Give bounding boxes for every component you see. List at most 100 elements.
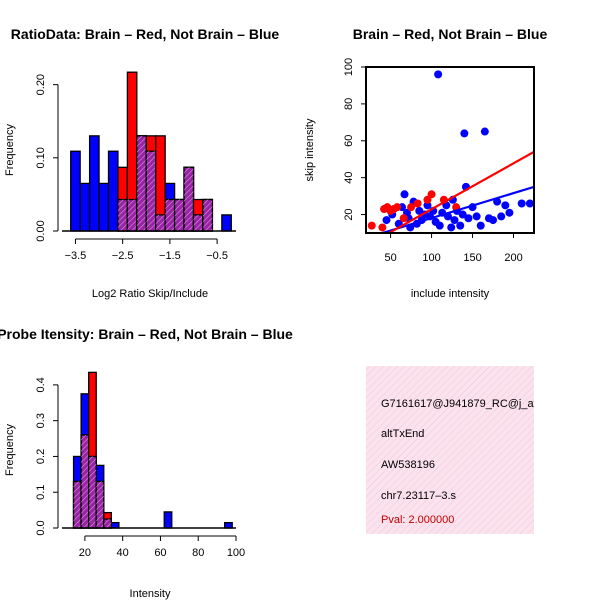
y-tick-label: 80 [343,98,355,110]
bar-overlap-hatch [146,151,156,231]
chart-title: Probe Itensity: Brain – Red, Not Brain –… [0,326,293,342]
point-not-brain [456,221,465,230]
point-not-brain [501,201,510,210]
bar-not-brain [163,511,173,529]
bar-overlap-hatch [117,199,128,231]
point-brain [378,223,387,232]
point-brain [407,203,416,212]
y-tick-label: 0.10 [35,147,47,168]
chart-title: Brain – Red, Not Brain – Blue [353,26,548,42]
y-tick-label: 0.3 [35,413,47,428]
x-tick-label: −3.5 [65,250,87,262]
x-tick-label: 20 [79,547,91,559]
bar-not-brain [224,521,233,529]
y-tick-label: 60 [343,135,355,147]
point-not-brain [472,212,481,221]
bar-overlap-hatch [174,199,185,231]
point-not-brain [464,214,473,223]
bar-not-brain [221,214,232,232]
x-tick-label: 80 [192,547,204,559]
point-brain [427,190,436,199]
axes: 0.00 0.10 0.20 −3.5 −2.5 −1.5 −0.5 [35,74,228,262]
bar-overlap-hatch [73,481,82,528]
x-tick-label: −1.5 [159,250,181,262]
point-not-brain [489,216,498,225]
point-not-brain [450,216,459,225]
bar-not-brain [107,150,119,232]
bar-overlap-hatch [88,456,97,528]
y-axis-label: skip intensity [304,118,316,181]
y-tick-label: 100 [343,58,355,76]
point-not-brain [382,216,391,225]
point-not-brain [458,210,467,219]
y-tick-label: 20 [343,208,355,220]
probe-intensity-histogram: Probe Itensity: Brain – Red, Not Brain –… [0,326,293,600]
point-brain [423,195,432,204]
point-not-brain [460,129,469,138]
bar-overlap-hatch [136,135,147,231]
x-axis-label: include intensity [411,288,490,300]
point-brain [393,203,402,212]
x-tick-label: −2.5 [112,250,134,262]
bar-overlap-hatch [155,214,166,231]
point-not-brain [415,206,424,215]
point-brain [367,221,376,230]
y-tick-label: 40 [343,172,355,184]
point-not-brain [400,190,409,199]
bar-not-brain [110,521,120,529]
ratio-histogram: RatioData: Brain – Red, Not Brain – Blue… [4,26,279,300]
bar-not-brain [79,182,91,232]
bars [62,371,236,529]
bar-overlap-hatch [127,199,137,231]
info-id: G7161617@J941879_RC@j_at [381,398,537,410]
point-not-brain [505,208,514,217]
y-axis-label: Frequency [4,124,16,176]
point-not-brain [476,221,485,230]
bar-not-brain [88,135,100,232]
info-accession: AW538196 [381,459,435,471]
y-axis-label: Frequency [4,424,16,476]
bar-not-brain [70,150,81,232]
bar-overlap-hatch [184,167,194,231]
bar-overlap-hatch [81,434,89,528]
point-not-brain [517,199,526,208]
x-tick-label: 100 [227,547,245,559]
bar-overlap-hatch [96,481,104,528]
y-tick-label: 0.4 [35,377,47,392]
plot-frame [365,66,535,234]
points [367,70,534,233]
y-tick-label: 0.1 [35,485,47,500]
axes: 20 40 60 80 100 50 100 150 200 [343,58,535,264]
point-not-brain [447,223,456,232]
axes: 0.0 0.1 0.2 0.3 0.4 20 40 60 80 100 [35,377,245,559]
x-tick-label: −0.5 [206,250,228,262]
x-tick-label: 150 [463,252,481,264]
x-axis-label: Log2 Ratio Skip/Include [92,288,208,300]
point-not-brain [525,199,534,208]
y-tick-label: 0.00 [35,220,47,241]
fit-line-brain [386,150,534,233]
bar-overlap-hatch [202,199,213,231]
point-not-brain [497,212,506,221]
point-brain [399,214,408,223]
y-tick-label: 0.2 [35,449,47,464]
x-tick-label: 50 [384,252,396,264]
point-brain [413,199,422,208]
info-panel: G7161617@J941879_RC@j_at altTxEnd AW5381… [366,366,537,534]
chart-title: RatioData: Brain – Red, Not Brain – Blue [11,26,280,42]
x-tick-label: 200 [504,252,522,264]
y-tick-label: 0.0 [35,520,47,535]
bars [62,71,236,232]
bar-overlap-hatch [193,214,203,231]
info-pval: Pval: 2.000000 [381,514,454,526]
point-not-brain [435,221,444,230]
point-not-brain [480,127,489,136]
info-hatch [366,366,534,534]
bar-overlap-hatch [103,519,112,528]
point-not-brain [423,201,432,210]
bar-overlap-hatch [165,199,175,231]
y-tick-label: 0.20 [35,74,47,95]
intensity-scatter: Brain – Red, Not Brain – Blue include in… [304,26,547,300]
info-location: chr7.23117–3.s [381,490,457,502]
